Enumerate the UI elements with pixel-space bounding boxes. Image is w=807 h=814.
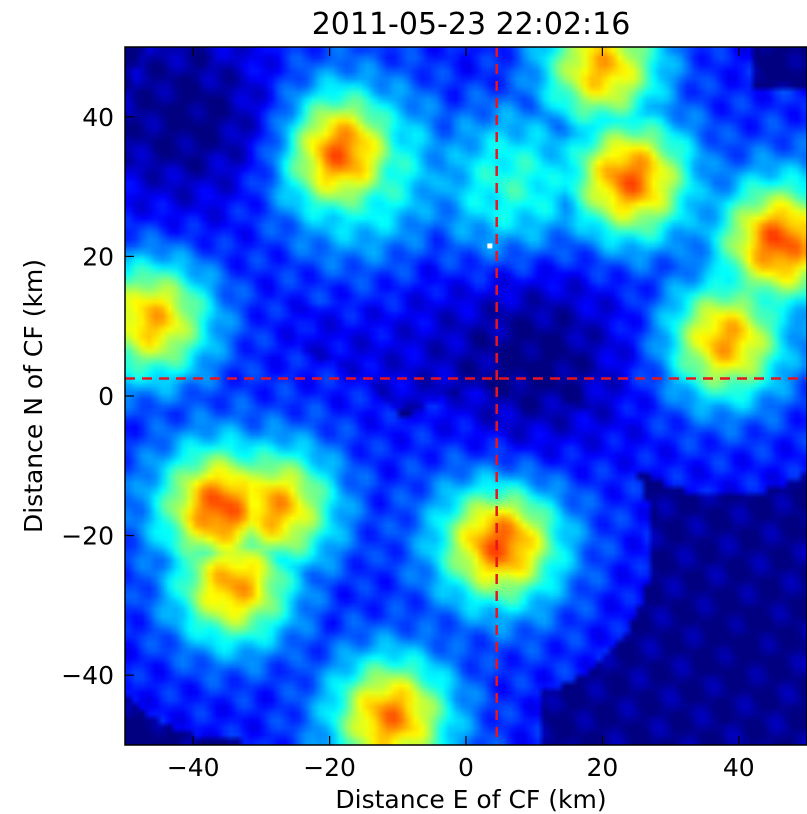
y-tick-label: 0 xyxy=(98,382,114,411)
plot-area xyxy=(124,46,807,746)
y-tick-label: −40 xyxy=(61,661,114,690)
x-axis-label: Distance E of CF (km) xyxy=(335,785,606,814)
x-tick-label: −40 xyxy=(167,753,220,782)
x-tick-label: 40 xyxy=(723,753,755,782)
location-marker xyxy=(487,243,493,249)
y-tick-label: −20 xyxy=(61,522,114,551)
chart-title: 2011-05-23 22:02:16 xyxy=(312,7,631,42)
y-axis-label: Distance N of CF (km) xyxy=(19,259,48,533)
heatmap-image xyxy=(125,47,807,745)
y-tick-label: 20 xyxy=(82,242,114,271)
y-axis: −40 −20 0 20 40 xyxy=(61,103,134,690)
x-tick-label: 20 xyxy=(586,753,618,782)
x-tick-label: −20 xyxy=(303,753,356,782)
x-axis: −40 −20 0 20 40 xyxy=(167,47,755,782)
y-tick-label: 40 xyxy=(82,103,114,132)
x-tick-label: 0 xyxy=(458,753,474,782)
